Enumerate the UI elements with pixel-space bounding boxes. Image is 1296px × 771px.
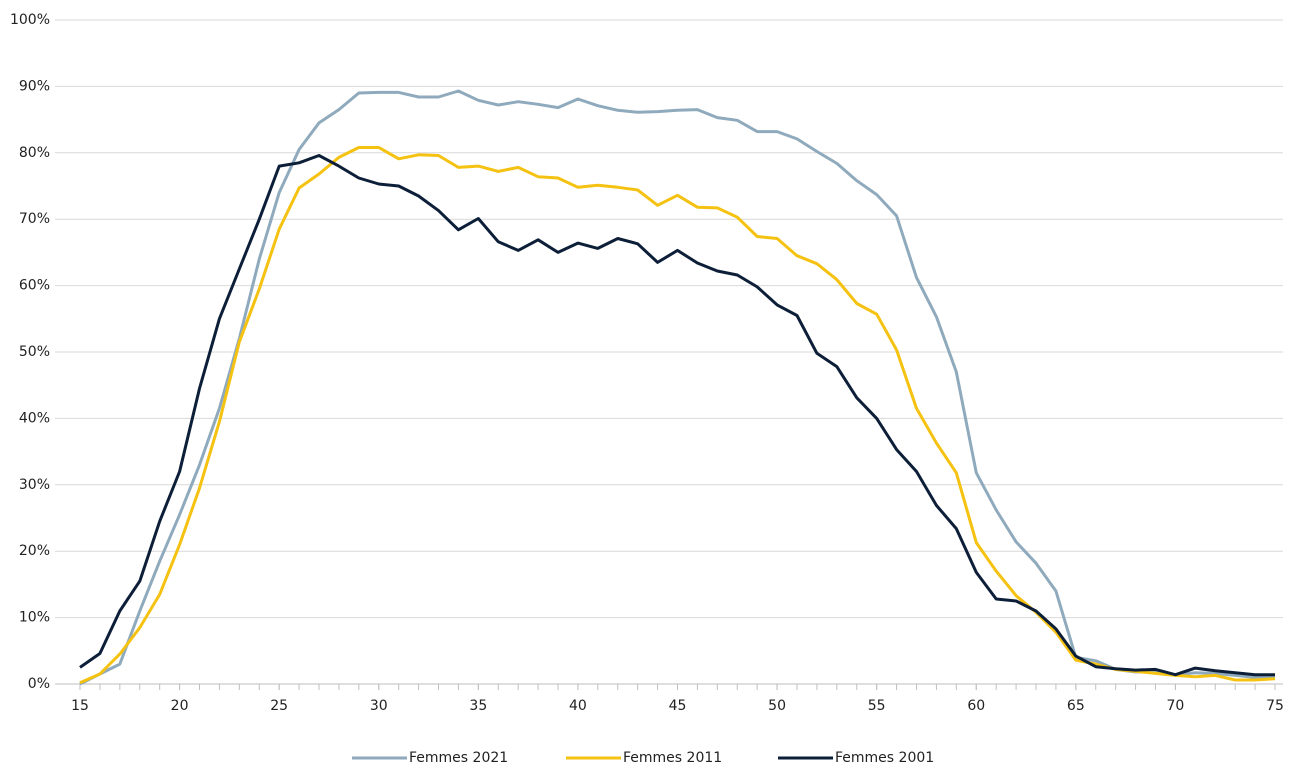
y-tick-label: 100% — [10, 12, 50, 28]
y-tick-label: 30% — [19, 477, 50, 493]
y-tick-label: 40% — [19, 410, 50, 426]
x-tick-label: 25 — [270, 698, 288, 714]
y-tick-label: 10% — [19, 610, 50, 626]
x-tick-label: 40 — [569, 698, 587, 714]
x-tick-label: 45 — [669, 698, 687, 714]
series-line — [79, 146, 1276, 685]
x-tick-label: 75 — [1266, 698, 1284, 714]
x-tick-label: 65 — [1067, 698, 1085, 714]
x-tick-label: 35 — [469, 698, 487, 714]
x-tick-label: 55 — [868, 698, 886, 714]
x-tick-label: 20 — [171, 698, 189, 714]
legend-label: Femmes 2011 — [623, 750, 722, 766]
series-line — [79, 154, 1275, 677]
x-tick-label: 70 — [1167, 698, 1185, 714]
legend-label: Femmes 2001 — [835, 750, 934, 766]
y-tick-label: 80% — [19, 145, 50, 161]
y-tick-label: 60% — [19, 278, 50, 294]
x-tick-label: 60 — [967, 698, 985, 714]
y-tick-label: 90% — [19, 78, 50, 94]
x-tick-label: 50 — [768, 698, 786, 714]
series-line — [79, 89, 1276, 686]
y-tick-label: 70% — [19, 211, 50, 227]
y-tick-label: 20% — [19, 543, 50, 559]
y-tick-label: 0% — [28, 676, 50, 692]
legend-label: Femmes 2021 — [409, 750, 508, 766]
y-tick-label: 50% — [19, 344, 50, 360]
x-tick-label: 30 — [370, 698, 388, 714]
x-tick-label: 15 — [71, 698, 89, 714]
